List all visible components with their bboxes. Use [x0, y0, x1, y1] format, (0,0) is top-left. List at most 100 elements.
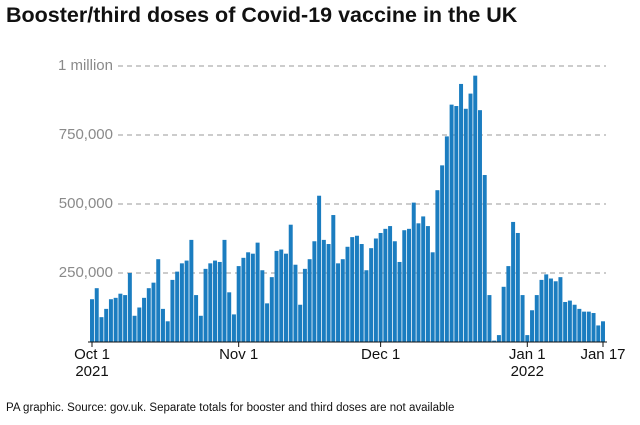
bar	[468, 93, 473, 342]
bar	[269, 277, 274, 342]
bar	[184, 260, 189, 342]
bar	[326, 244, 331, 342]
bar	[473, 75, 478, 342]
bar	[142, 297, 147, 342]
bar	[539, 279, 544, 342]
bar	[511, 221, 516, 342]
bar	[586, 311, 591, 342]
bar	[123, 295, 128, 342]
bar	[236, 266, 241, 342]
bar	[463, 108, 468, 342]
bar	[156, 259, 161, 342]
bar	[492, 340, 497, 342]
bar	[449, 104, 454, 342]
bar	[601, 321, 605, 342]
bar	[515, 232, 520, 342]
bar	[416, 223, 421, 342]
bar	[350, 237, 355, 342]
bar	[567, 300, 572, 342]
bar	[496, 335, 501, 342]
bar	[250, 253, 255, 342]
bar	[487, 295, 492, 342]
bar	[425, 226, 430, 342]
bar	[407, 228, 411, 342]
footnote: PA graphic. Source: gov.uk. Separate tot…	[6, 402, 455, 414]
bar	[151, 282, 156, 342]
bar	[293, 264, 298, 342]
bar	[321, 239, 326, 342]
bar	[179, 263, 184, 342]
bar	[378, 232, 383, 342]
y-tick-label: 250,000	[59, 264, 113, 281]
bar	[359, 244, 364, 342]
bar	[312, 241, 317, 342]
bar	[288, 224, 293, 342]
bar	[383, 228, 388, 342]
x-tick-label: Jan 17	[580, 346, 626, 363]
y-tick-label: 750,000	[59, 126, 113, 143]
bar	[90, 299, 94, 342]
y-tick-label: 500,000	[59, 195, 113, 212]
bar	[482, 175, 487, 342]
bar	[477, 110, 482, 342]
bar	[520, 295, 525, 342]
bar	[596, 325, 601, 342]
bar	[227, 292, 232, 342]
x-tick-label: Dec 1	[361, 346, 401, 363]
bar	[340, 259, 345, 342]
bar	[411, 202, 416, 342]
bar	[279, 249, 284, 342]
bar	[104, 308, 109, 342]
bar	[501, 286, 506, 342]
bar	[231, 314, 236, 342]
bar	[577, 308, 582, 342]
bar	[160, 308, 165, 342]
bar	[364, 270, 369, 342]
bar	[94, 288, 99, 342]
bar	[222, 239, 227, 342]
bar	[203, 268, 208, 342]
bar	[194, 295, 199, 342]
bar	[137, 307, 142, 342]
bar	[302, 268, 307, 342]
bar	[388, 226, 393, 342]
bar	[402, 230, 407, 342]
bar	[435, 190, 440, 342]
bar	[307, 259, 312, 342]
bar	[336, 263, 341, 342]
bar	[553, 281, 558, 342]
bar	[284, 253, 288, 342]
bar	[198, 315, 203, 342]
bar	[255, 242, 260, 342]
bar	[108, 299, 113, 342]
bar	[146, 288, 151, 342]
bar	[421, 216, 426, 342]
bar	[118, 293, 123, 342]
bar	[440, 165, 445, 342]
chart-title: Booster/third doses of Covid-19 vaccine …	[6, 3, 518, 27]
bar	[558, 277, 563, 342]
bar	[530, 310, 535, 342]
bar	[544, 274, 549, 342]
x-tick-label: Nov 1	[219, 346, 259, 363]
bar	[132, 315, 137, 342]
bar	[189, 239, 194, 342]
bar	[298, 304, 303, 342]
bar	[506, 266, 511, 342]
bar	[444, 136, 449, 342]
bar	[170, 279, 175, 342]
bar	[331, 215, 336, 342]
bar	[217, 261, 222, 342]
x-tick-label: Jan 1 2022	[508, 346, 546, 380]
bar	[99, 317, 104, 342]
bar	[165, 321, 170, 342]
bar	[260, 270, 265, 342]
bar	[534, 295, 539, 342]
bar	[563, 301, 568, 342]
bar	[246, 252, 251, 342]
bar	[459, 83, 464, 342]
bar	[213, 260, 218, 342]
bar	[572, 304, 577, 342]
